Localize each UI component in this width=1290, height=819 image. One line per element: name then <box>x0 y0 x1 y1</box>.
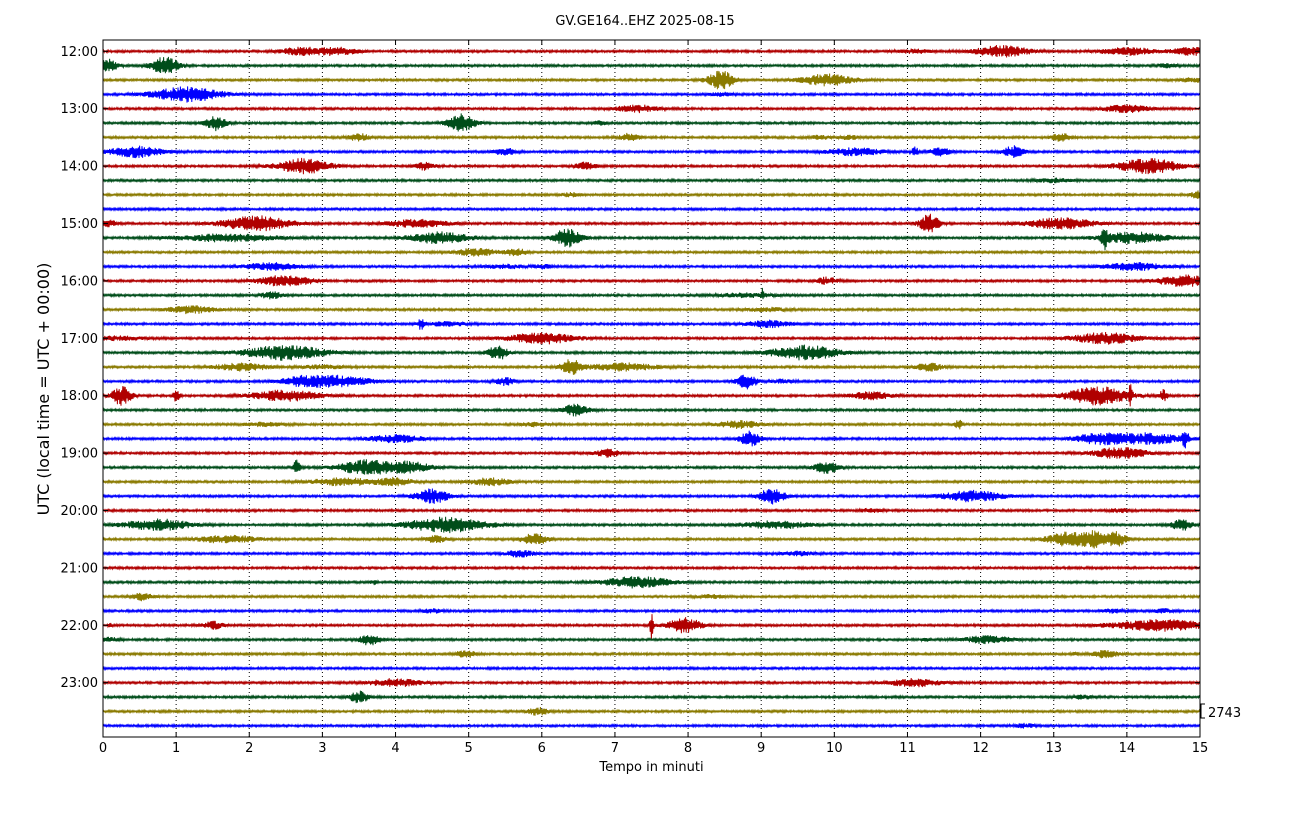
trace-2 <box>102 70 1201 90</box>
y-tick-label: 14:00 <box>61 160 98 175</box>
trace-8 <box>102 157 1201 175</box>
trace-43 <box>102 665 1201 672</box>
x-tick-label: 10 <box>826 741 843 756</box>
y-tick-label: 12:00 <box>61 45 98 60</box>
trace-18 <box>102 305 1201 315</box>
trace-31 <box>102 488 1201 505</box>
y-tick-label: 23:00 <box>61 676 98 691</box>
trace-12 <box>102 213 1201 233</box>
trace-32 <box>102 507 1201 514</box>
trace-37 <box>102 576 1201 589</box>
trace-22 <box>102 359 1201 375</box>
trace-35 <box>102 549 1201 558</box>
trace-27 <box>102 430 1201 449</box>
x-tick-label: 4 <box>391 741 399 756</box>
x-tick-label: 9 <box>757 741 765 756</box>
x-tick-label: 1 <box>172 741 180 756</box>
trace-46 <box>102 707 1201 716</box>
trace-14 <box>102 248 1201 257</box>
trace-3 <box>102 86 1201 103</box>
trace-36 <box>102 564 1201 571</box>
trace-26 <box>102 419 1201 430</box>
x-tick-label: 7 <box>611 741 619 756</box>
x-tick-label: 11 <box>899 741 916 756</box>
y-tick-label: 18:00 <box>61 389 98 404</box>
trace-20 <box>102 331 1201 345</box>
trace-28 <box>102 447 1201 459</box>
amplitude-scale-bar: 2743 <box>1200 703 1241 721</box>
x-axis-ticks: 0 1 2 3 4 5 6 7 8 9 10 11 12 13 14 15 <box>99 40 1208 756</box>
seismic-traces <box>102 45 1201 729</box>
x-tick-label: 15 <box>1192 741 1209 756</box>
y-tick-label: 15:00 <box>61 217 98 232</box>
trace-24 <box>102 384 1201 407</box>
trace-30 <box>102 476 1201 487</box>
trace-9 <box>102 177 1201 184</box>
x-tick-label: 12 <box>972 741 989 756</box>
y-tick-label: 21:00 <box>61 561 98 576</box>
plot-frame <box>102 39 1201 738</box>
trace-29 <box>102 459 1201 475</box>
trace-11 <box>102 206 1201 213</box>
trace-47 <box>102 722 1201 729</box>
trace-25 <box>102 403 1201 417</box>
x-tick-label: 5 <box>465 741 473 756</box>
trace-6 <box>102 132 1201 142</box>
trace-19 <box>102 319 1201 330</box>
x-tick-label: 8 <box>684 741 692 756</box>
y-axis-ticks: 12:00 13:00 14:00 15:00 16:00 17:00 18:00 19:00… <box>61 45 1200 691</box>
trace-17 <box>102 287 1201 300</box>
trace-16 <box>102 274 1201 287</box>
trace-44 <box>102 678 1201 688</box>
trace-4 <box>102 104 1201 114</box>
x-tick-label: 3 <box>318 741 326 756</box>
trace-34 <box>102 530 1201 549</box>
y-tick-label: 17:00 <box>61 332 98 347</box>
x-axis-label: Tempo in minuti <box>598 760 703 775</box>
minute-grid <box>175 40 1128 737</box>
x-tick-label: 6 <box>538 741 546 756</box>
trace-45 <box>102 690 1201 704</box>
trace-21 <box>102 344 1201 361</box>
trace-41 <box>102 635 1201 646</box>
y-tick-label: 20:00 <box>61 504 98 519</box>
y-tick-label: 22:00 <box>61 619 98 634</box>
y-tick-label: 13:00 <box>61 102 98 117</box>
y-tick-label: 19:00 <box>61 447 98 462</box>
trace-39 <box>102 607 1201 615</box>
chart-title: GV.GE164..EHZ 2025-08-15 <box>555 14 734 29</box>
trace-33 <box>102 516 1201 534</box>
trace-10 <box>102 190 1201 199</box>
trace-0 <box>102 45 1201 58</box>
trace-7 <box>102 145 1201 159</box>
x-tick-label: 13 <box>1045 741 1062 756</box>
x-tick-label: 14 <box>1119 741 1136 756</box>
scale-value: 2743 <box>1208 706 1241 721</box>
trace-38 <box>102 592 1201 602</box>
trace-40 <box>102 614 1201 640</box>
y-tick-label: 16:00 <box>61 274 98 289</box>
x-tick-label: 2 <box>245 741 253 756</box>
x-tick-label: 0 <box>99 741 107 756</box>
trace-5 <box>102 113 1201 132</box>
trace-1 <box>102 56 1201 74</box>
y-axis-label: UTC (local time = UTC + 00:00) <box>34 263 53 516</box>
trace-15 <box>102 262 1201 271</box>
trace-13 <box>102 228 1201 251</box>
trace-23 <box>102 374 1201 390</box>
trace-42 <box>102 649 1201 659</box>
